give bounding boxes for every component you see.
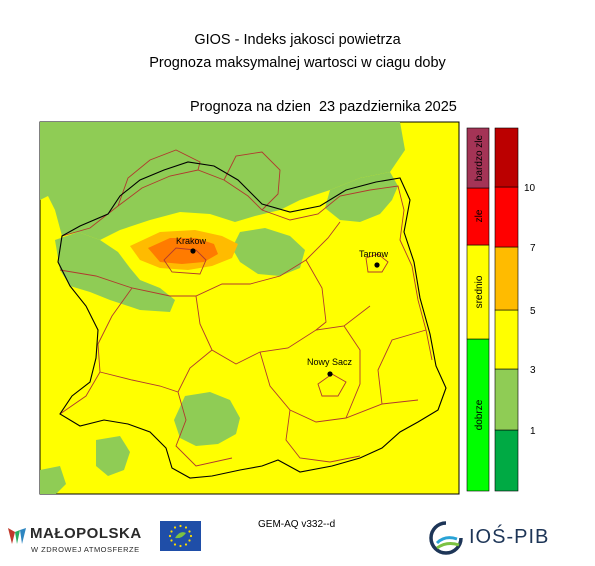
map-shape [189, 534, 193, 538]
map-shape [8, 528, 15, 544]
voivodeship-outline [57, 161, 447, 479]
map-shape [168, 534, 172, 538]
city-label: Nowy Sacz [307, 357, 353, 367]
malopolska-name: MAŁOPOLSKA [30, 525, 142, 542]
city-label: Krakow [176, 236, 207, 246]
district-borders [59, 149, 433, 467]
page-subtitle: Prognoza maksymalnej wartosci w ciagu do… [149, 55, 446, 71]
legend-bardzo-zle-label: bardzo zle [474, 134, 485, 181]
scale-segment-4 [494, 246, 519, 311]
legend-srednio-label: srednio [474, 275, 485, 308]
ios-pib-logo-icon [429, 521, 463, 555]
map-shape [184, 543, 188, 546]
scale-tick-label: 7 [530, 243, 536, 254]
district-border [163, 247, 207, 275]
ios-pib-name: IOŚ-PIB [469, 526, 550, 548]
district-border [377, 329, 427, 405]
scale-tick-label: 1 [530, 426, 536, 437]
map-shape [184, 526, 188, 529]
map-shape [20, 528, 26, 544]
legend-dobrze-label: dobrze [474, 399, 485, 430]
malopolska-tagline: W ZDROWEJ ATMOSFERZE [31, 545, 140, 554]
scale-segment-3 [494, 309, 519, 370]
map-shape [179, 544, 182, 548]
bad-zone-krakow [148, 238, 218, 264]
district-border [223, 151, 281, 211]
district-border [175, 349, 233, 467]
map-shape [170, 539, 173, 542]
good-quality-zones [40, 122, 405, 494]
map-shape [436, 542, 460, 550]
model-version: GEM-AQ v332--d [258, 519, 336, 530]
city-nowy-sacz: Nowy Sacz [307, 357, 353, 377]
good-zone-west [55, 232, 175, 312]
district-border [99, 371, 179, 393]
good-zone-central [232, 228, 305, 276]
scale-tick-label: 5 [530, 306, 536, 317]
good-zone-west-edge [40, 466, 66, 494]
map-shape [173, 543, 177, 546]
map-shape [168, 524, 193, 548]
eu-flag-icon [160, 521, 201, 551]
map-shape [188, 539, 191, 542]
index-scale: 1 3 5 7 10 [494, 127, 536, 492]
scale-segment-2 [494, 368, 519, 431]
scale-segment-1 [494, 429, 519, 492]
district-border [61, 169, 263, 237]
district-border [59, 287, 133, 415]
district-border [261, 185, 433, 361]
legend-zle-label: zle [474, 209, 485, 222]
map-shape [173, 526, 177, 529]
city-krakow: Krakow [176, 236, 207, 254]
good-zone-south [174, 392, 240, 446]
city-tarnow: Tarnow [359, 249, 389, 268]
district-border [285, 409, 361, 463]
map-shape [15, 530, 20, 544]
category-legend: dobrze srednio zle bardzo zle [466, 127, 490, 492]
scale-segment-6 [494, 127, 519, 188]
district-border [305, 259, 327, 331]
forecast-date: Prognoza na dzien 23 pazdziernika 2025 [190, 99, 457, 115]
scale-tick-label: 10 [524, 183, 536, 194]
district-border [59, 221, 341, 297]
city-marker-icon [327, 371, 333, 377]
city-label: Tarnow [359, 249, 389, 259]
malopolska-logo-icon [8, 528, 26, 544]
district-border [343, 325, 361, 419]
page-title: GIOS - Indeks jakosci powietrza [194, 32, 401, 48]
map-shape [170, 530, 173, 533]
map-shape [188, 530, 191, 533]
city-marker-icon [190, 248, 196, 254]
map-shape [179, 524, 182, 528]
good-zone-southwest [96, 436, 130, 476]
good-zone-northeast [325, 172, 398, 222]
scale-segment-5 [494, 186, 519, 248]
district-border [365, 253, 389, 273]
map-shape [429, 521, 463, 555]
good-zone-northwest [40, 122, 405, 240]
legend-bardzo-zle-swatch [466, 127, 490, 189]
life-logo-icon [175, 532, 186, 539]
map-shape [435, 536, 458, 545]
scale-tick-label: 3 [530, 365, 536, 376]
city-marker-icon [374, 262, 380, 268]
